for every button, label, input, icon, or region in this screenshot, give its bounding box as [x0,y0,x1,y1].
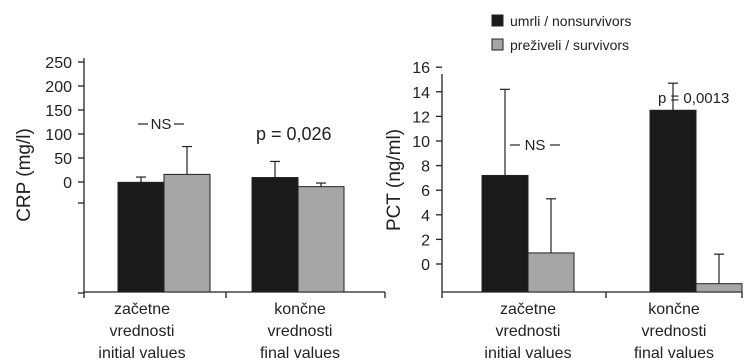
crp-p-value: p = 0,026 [256,124,332,144]
pct-bar-nonsurvivors [649,109,697,293]
crp-bar-survivors [163,173,211,293]
crp-y-tick-label: 100 [45,127,72,144]
legend-swatch-nonsurvivors [491,14,504,27]
pct-y-tick-label: 8 [421,159,430,176]
pct-y-tick-label: 6 [421,183,430,200]
legend-label-nonsurvivors: umrli / nonsurvivors [510,13,631,29]
pct-y-tick-label: 16 [412,60,430,77]
pct-p-value: p = 0,0013 [658,90,729,107]
crp-y-tick-label: 0 [63,175,72,192]
legend-swatch-survivors [491,38,504,51]
crp-x-tick-label: vrednosti [268,323,333,340]
pct-y-tick-label: 4 [421,208,430,225]
pct-bar-survivors [695,283,743,293]
pct-y-tick-label: 12 [412,109,430,126]
crp-x-tick-label: initial values [98,345,185,362]
pct-x-tick-label: vrednosti [496,323,561,340]
crp-x-tick-label: končne [274,301,326,318]
crp-x-tick-label: vrednosti [110,323,175,340]
pct-y-tick-label: 10 [412,134,430,151]
crp-bar-nonsurvivors [117,181,165,293]
crp-y-tick-label: 250 [45,55,72,72]
crp-x-tick-label: final values [260,345,340,362]
crp-bar-survivors [297,186,345,293]
pct-y-tick-label: 0 [421,257,430,274]
crp-bar-nonsurvivors [251,177,299,293]
crp-y-tick-label: 50 [54,151,72,168]
pct-x-tick-label: začetne [500,301,556,318]
crp-y-tick-label: 150 [45,103,72,120]
pct-x-tick-label: initial values [484,345,571,362]
pct-y-tick-label: 2 [421,232,430,249]
pct-x-tick-label: final values [634,345,714,362]
pct-x-tick-label: vrednosti [642,323,707,340]
crp-x-tick-label: začetne [114,301,170,318]
crp-y-tick-label: 200 [45,79,72,96]
pct-y-tick-label: 14 [412,85,430,102]
legend-label-survivors: preživeli / survivors [510,37,629,53]
pct-x-tick-label: končne [648,301,700,318]
crp-y-axis-label: CRP (mg/l) [14,128,35,222]
pct-ns-label: NS [525,137,546,154]
crp-ns-label: NS [151,116,172,133]
pct-bar-survivors [527,252,575,293]
pct-bar-nonsurvivors [481,174,529,293]
pct-y-axis-label: PCT (ng/ml) [384,129,405,231]
